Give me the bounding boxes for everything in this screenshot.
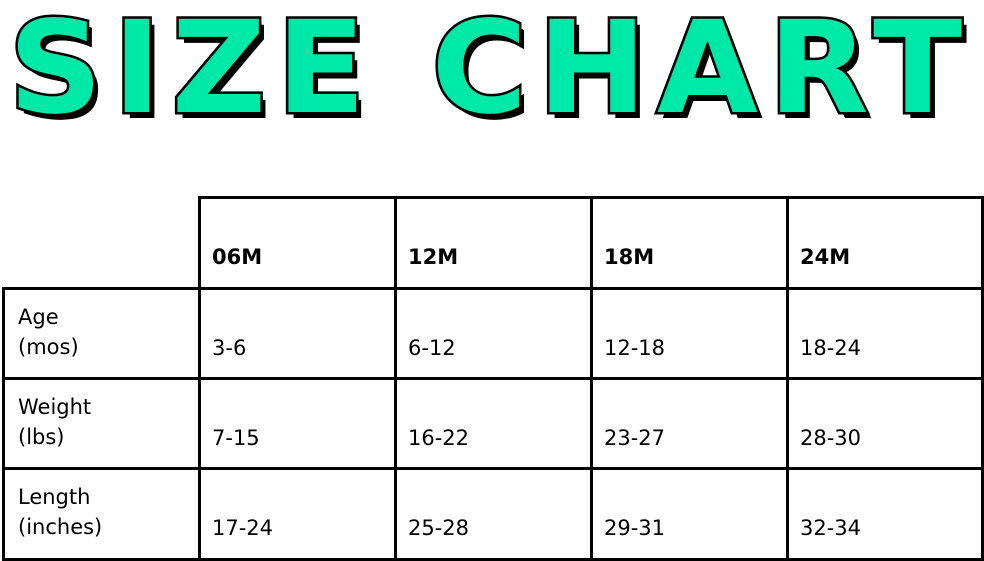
table-cell-value: 17-24 xyxy=(212,516,274,540)
table-cell-value: 23-27 xyxy=(604,426,666,450)
row-label: Weight xyxy=(18,395,92,419)
row-label: Length xyxy=(18,485,91,509)
column-header: 18M xyxy=(604,245,655,269)
table-cell-value: 7-15 xyxy=(212,426,260,450)
table-cell-value: 29-31 xyxy=(604,516,666,540)
table-cell-value: 32-34 xyxy=(800,516,862,540)
row-label-unit: (mos) xyxy=(18,335,79,359)
column-header: 24M xyxy=(800,245,851,269)
table-cell-value: 28-30 xyxy=(800,426,862,450)
row-label: Age xyxy=(18,305,59,329)
row-label-unit: (lbs) xyxy=(18,425,65,449)
page-title: SIZE CHART xyxy=(6,0,973,146)
table-cell-value: 16-22 xyxy=(408,426,470,450)
column-header: 12M xyxy=(408,245,459,269)
table-cell-value: 12-18 xyxy=(604,336,666,360)
table-cell-value: 6-12 xyxy=(408,336,456,360)
column-header: 06M xyxy=(212,245,263,269)
table-cell-value: 3-6 xyxy=(212,336,247,360)
table-cell-value: 18-24 xyxy=(800,336,862,360)
table-cell-value: 25-28 xyxy=(408,516,470,540)
row-label-unit: (inches) xyxy=(18,515,103,539)
